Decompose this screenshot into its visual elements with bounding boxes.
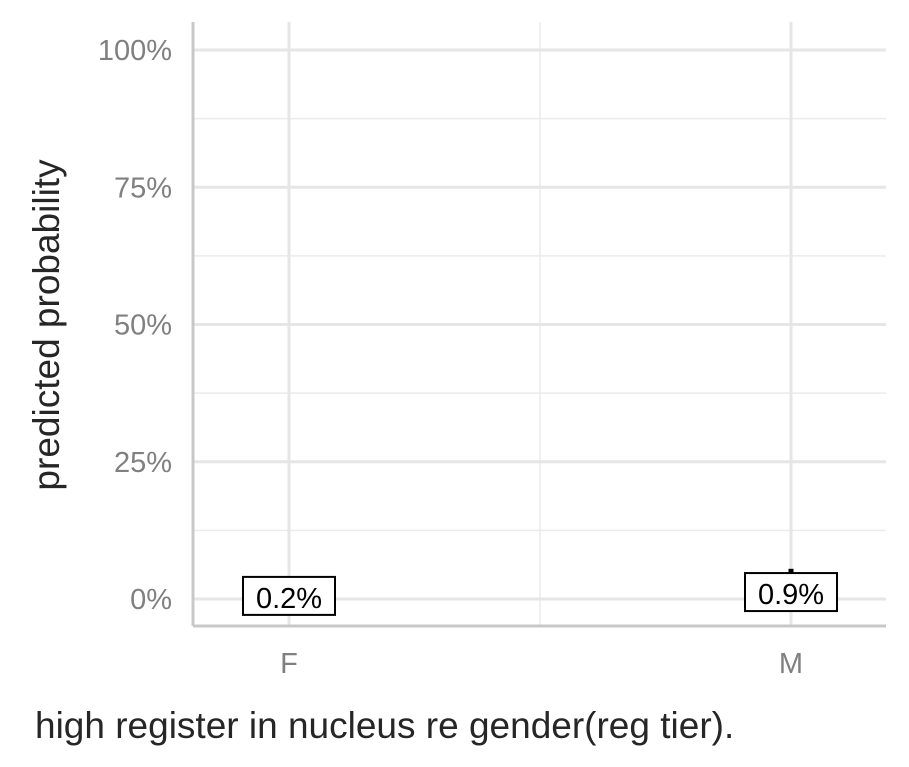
- x-tick-label: M: [779, 648, 803, 680]
- y-tick-label: 0%: [130, 584, 172, 616]
- data-label: 0.2%: [242, 575, 336, 616]
- y-axis-title: predicted probability: [26, 159, 67, 491]
- x-tick-label: F: [280, 648, 298, 680]
- data-label-box: [744, 572, 838, 613]
- y-tick-label: 100%: [98, 35, 172, 67]
- data-label-text: 0.9%: [758, 579, 824, 611]
- x-axis-title: high register in nucleus re gender(reg t…: [35, 705, 734, 746]
- y-tick-label: 50%: [114, 310, 172, 342]
- y-tick-label: 75%: [114, 172, 172, 204]
- data-label-text: 0.2%: [256, 583, 322, 615]
- data-label: 0.9%: [744, 572, 838, 613]
- data-marks: 0.2% 0.9%: [242, 568, 838, 616]
- data-label-box: [242, 575, 336, 616]
- y-tick-label: 25%: [114, 447, 172, 479]
- y-tick-labels: 0% 25% 50% 75% 100%: [98, 35, 172, 616]
- axes: [191, 22, 886, 628]
